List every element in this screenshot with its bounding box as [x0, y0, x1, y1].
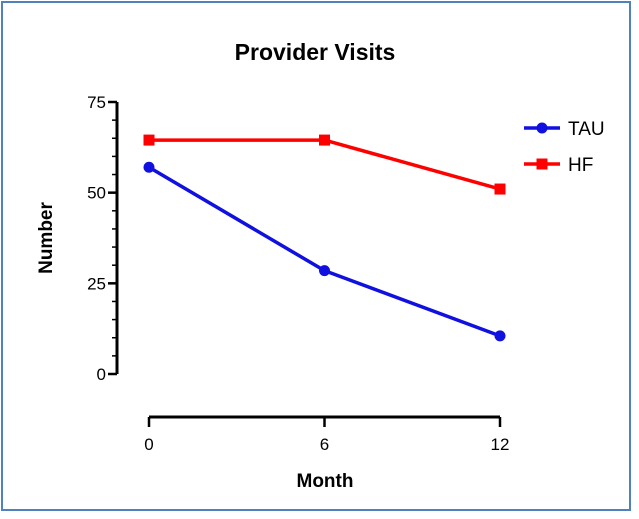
- legend-label-tau: TAU: [568, 119, 605, 140]
- y-axis-title: Number: [36, 202, 57, 274]
- chart-frame: [1, 1, 631, 511]
- y-tick-label: 25: [87, 274, 106, 293]
- data-point-hf: [319, 134, 330, 146]
- series-line-hf: [149, 138, 501, 191]
- data-point-tau: [143, 161, 155, 173]
- x-tick-label: 12: [491, 435, 510, 454]
- legend-marker-tau: [536, 122, 548, 134]
- x-tick-label: 6: [320, 435, 329, 454]
- y-tick-label: 50: [87, 184, 106, 203]
- legend-label-hf: HF: [568, 155, 593, 176]
- x-axis: 0 6 12: [144, 415, 510, 454]
- legend: TAU HF: [524, 119, 605, 176]
- data-point-tau: [319, 265, 330, 277]
- data-point-hf: [494, 183, 506, 195]
- data-point-tau: [494, 330, 506, 342]
- x-axis-title: Month: [297, 471, 354, 492]
- y-tick-label: 75: [87, 93, 106, 112]
- y-tick-label: 0: [97, 365, 106, 384]
- series-layer: [143, 134, 506, 342]
- x-tick-label: 0: [144, 435, 153, 454]
- series-line-tau: [148, 165, 501, 338]
- data-point-hf: [143, 134, 155, 146]
- chart-title: Provider Visits: [235, 39, 396, 65]
- legend-marker-hf: [536, 158, 548, 170]
- y-axis: 0 25 50 75: [87, 93, 119, 384]
